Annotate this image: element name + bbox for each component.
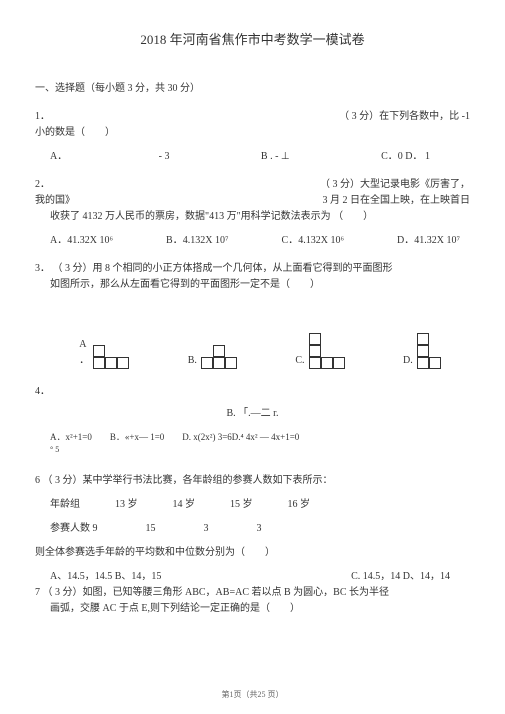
question-2: 2． （ 3 分）大型记录电影《厉害了， 我的国》 3 月 2 日在全国上映，在… (35, 177, 470, 225)
q6-r1-c1: 13 岁 (115, 497, 138, 513)
q6-table-row1: 年龄组 13 岁 14 岁 15 岁 16 岁 (35, 497, 470, 513)
q6-r1-c4: 16 岁 (288, 497, 311, 513)
q1-options: A． - 3 B . - ⊥ C．0 D． 1 (35, 149, 470, 165)
q6-options: A、14.5，14.5 B、14，15 C. 14.5，14 D、14，14 (35, 569, 470, 585)
q3-line1: 3． （ 3 分）用 8 个相同的小正方体搭成一个几何体，从上面看它得到的平面图… (35, 261, 470, 277)
q2-optD: D．41.32X 10⁷ (397, 233, 460, 249)
q2-optC: C．4.132X 10⁶ (282, 233, 344, 249)
q6-r1-c3: 15 岁 (230, 497, 253, 513)
q6-optA: A、14.5，14.5 B、14，15 (50, 569, 161, 585)
shape-B (201, 345, 237, 369)
q2-num: 2． (35, 177, 50, 193)
question-3: 3． （ 3 分）用 8 个相同的小正方体搭成一个几何体，从上面看它得到的平面图… (35, 261, 470, 293)
q1-optA-val: - 3 (159, 149, 170, 165)
shape-D (417, 333, 441, 369)
q3-figD: D. (403, 333, 441, 369)
q7-line1: 7 （ 3 分）如图，已知等腰三角形 ABC，AB=AC 若以点 B 为圆心，B… (35, 585, 470, 601)
q4-line2: B. 「.—二 r. (35, 406, 470, 422)
q4-optA: A．x²+1=0 (50, 430, 92, 444)
q2-optA: A．41.32X 10⁶ (50, 233, 113, 249)
q3-figures: A ． B. C. D. (35, 333, 470, 369)
q1-optB: B . - ⊥ (261, 149, 290, 165)
q3-labelA: A (79, 337, 89, 353)
q6-table-row2: 参赛人数 9 15 3 3 (35, 521, 470, 537)
q3-figB: B. (188, 345, 237, 369)
q3-line2: 如图所示，那么从左面看它得到的平面图形一定不是（ ） (35, 277, 470, 293)
q1-optA-label: A． (50, 149, 67, 165)
q2-line3: 收获了 4132 万人民币的票房，数据"413 万"用科学记数法表示为 （ ） (35, 209, 470, 225)
q1-optC: C．0 D． 1 (381, 149, 430, 165)
q3-figA: A ． (79, 337, 129, 369)
q7-line2: 画弧，交腰 AC 于点 E,则下列结论一定正确的是（ ） (35, 601, 470, 617)
question-1: 1． （ 3 分）在下列各数中，比 -1 小的数是（ ） (35, 109, 470, 141)
page-footer: 第1页（共25 页） (0, 689, 505, 702)
q3-labelB: B. (188, 353, 197, 369)
question-7: 7 （ 3 分）如图，已知等腰三角形 ABC，AB=AC 若以点 B 为圆心，B… (35, 585, 470, 617)
q2-options: A．41.32X 10⁶ B．4.132X 10⁷ C．4.132X 10⁶ D… (35, 233, 470, 249)
q4-line1: 4． (35, 384, 470, 400)
q2-line2-left: 我的国》 (35, 193, 75, 209)
question-4: 4． B. 「.—二 r. (35, 384, 470, 422)
shape-A (93, 345, 129, 369)
q3-figC: C. (295, 333, 344, 369)
q4-options: A．x²+1=0 B．«+x— 1=0 D. x(2x²) 3=6D.⁴ 4x²… (35, 430, 470, 444)
q6-optC: C. 14.5，14 D、14，14 (351, 569, 450, 585)
q3-labelC: C. (295, 353, 304, 369)
q2-optB: B．4.132X 10⁷ (166, 233, 228, 249)
q2-line2-right: 3 月 2 日在全国上映，在上映首日 (323, 193, 471, 209)
q1-text-right: （ 3 分）在下列各数中，比 -1 (339, 109, 470, 125)
q3-labelD: D. (403, 353, 413, 369)
q6-r1-label: 年龄组 (50, 497, 80, 513)
q6-r2-c2: 3 (204, 521, 209, 537)
q6-r2-c3: 3 (257, 521, 262, 537)
section-header: 一、选择题（每小题 3 分，共 30 分） (35, 81, 470, 97)
q4-sub: ° 5 (35, 444, 470, 457)
q3-labelDot: ． (79, 353, 89, 369)
q4-optB: B．«+x— 1=0 (110, 430, 164, 444)
page-title: 2018 年河南省焦作市中考数学一模试卷 (35, 30, 470, 51)
q1-num: 1． (35, 109, 50, 125)
q6-r2-label: 参赛人数 9 (50, 521, 98, 537)
q4-optC: D. x(2x²) 3=6D.⁴ 4x² — 4x+1=0 (182, 430, 299, 444)
q6-r2-c1: 15 (146, 521, 156, 537)
shape-C (309, 333, 345, 369)
q1-line2: 小的数是（ ） (35, 125, 470, 141)
q6-line1: 6 （ 3 分）某中学举行书法比赛，各年龄组的参赛人数如下表所示： (35, 473, 470, 489)
question-6: 6 （ 3 分）某中学举行书法比赛，各年龄组的参赛人数如下表所示： (35, 473, 470, 489)
q2-text-right: （ 3 分）大型记录电影《厉害了， (320, 177, 470, 193)
q6-line2: 则全体参赛选手年龄的平均数和中位数分别为（ ） (35, 545, 470, 561)
q6-r1-c2: 14 岁 (173, 497, 196, 513)
